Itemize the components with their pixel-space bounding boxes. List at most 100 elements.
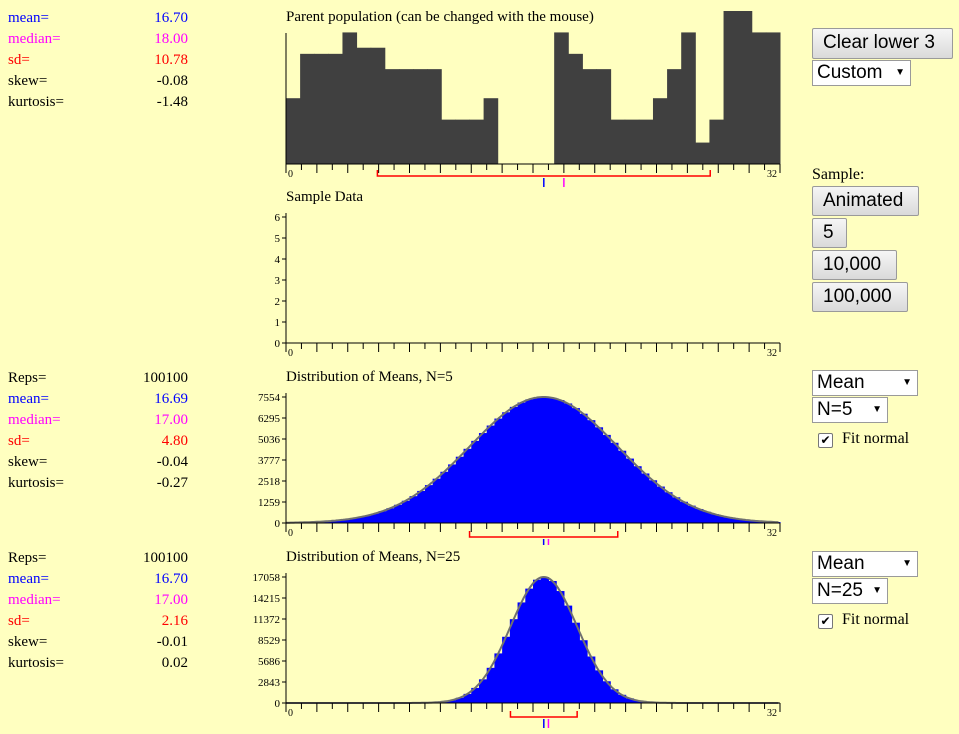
sd-bracket <box>468 531 619 538</box>
dist-bar <box>494 653 503 703</box>
y-tick-label: 4 <box>275 254 281 266</box>
dist-bar <box>610 442 619 523</box>
statistic-select-1[interactable]: Mean ▼ <box>812 370 918 396</box>
dist-bar <box>725 517 735 523</box>
statistic-select-2[interactable]: Mean ▼ <box>812 551 918 577</box>
parent-bar <box>695 142 710 164</box>
stat-label: sd= <box>8 52 30 68</box>
parent-bar <box>427 69 442 164</box>
dist-bar <box>463 448 472 523</box>
distribution-select-value: Custom <box>817 62 883 83</box>
clear-lower-3-button[interactable]: Clear lower 3 <box>812 28 953 59</box>
dist-bar <box>563 403 573 523</box>
dist-bar <box>617 450 627 523</box>
parent-bar <box>328 53 343 165</box>
parent-bar <box>384 69 400 164</box>
stat-row: median= 17.00 <box>8 590 188 611</box>
normal-fit-curve <box>286 396 779 524</box>
y-tick-label: 3 <box>275 275 281 287</box>
dist-bar <box>455 456 465 523</box>
dist-bar <box>594 427 604 523</box>
chevron-down-icon: ▼ <box>902 558 912 569</box>
distribution-select[interactable]: Custom ▼ <box>812 60 911 86</box>
dist-bar <box>494 418 503 523</box>
stat-value: 17.00 <box>154 592 188 608</box>
dist-bar <box>741 519 750 523</box>
sample-size-select-2[interactable]: N=25 ▼ <box>812 578 888 604</box>
parent-bar <box>709 119 725 164</box>
stat-row: sd= 4.80 <box>8 431 188 452</box>
dist-bar <box>571 408 580 523</box>
stat-row: skew= -0.08 <box>8 71 188 92</box>
sample-5-button[interactable]: 5 <box>812 218 847 248</box>
stat-label: mean= <box>8 10 49 26</box>
dist-bar <box>424 485 434 523</box>
parent-bar <box>469 119 485 164</box>
y-tick-label: 2843 <box>258 677 281 689</box>
dist-bar <box>641 473 650 523</box>
checkmark-icon[interactable]: ✔ <box>818 614 833 629</box>
chevron-down-icon: ▼ <box>872 585 882 596</box>
stat-row: kurtosis= 0.02 <box>8 653 188 674</box>
parent-bar <box>554 32 569 164</box>
parent-bar <box>356 47 372 164</box>
parent-bar <box>568 53 583 165</box>
parent-bar <box>455 119 470 164</box>
parent-bar <box>300 53 315 165</box>
x-max-label: 32 <box>767 348 777 359</box>
stat-row: Reps= 100100 <box>8 368 188 389</box>
x-min-label: 0 <box>288 348 293 359</box>
dist5-stats: Reps= 100100 mean= 16.69 median= 17.00 sd= 4.80… <box>8 368 188 494</box>
parent-bar <box>624 119 640 164</box>
sample-100000-button[interactable]: 100,000 <box>812 282 908 312</box>
dist-bar <box>587 420 596 523</box>
fit-normal-checkbox-2[interactable]: ✔ Fit normal <box>818 611 909 629</box>
stat-value: 10.78 <box>154 52 188 68</box>
stat-row: kurtosis= -1.48 <box>8 92 188 113</box>
stat-value: -0.08 <box>156 73 188 89</box>
sample-10000-button[interactable]: 10,000 <box>812 250 897 280</box>
dist25-stats: Reps= 100100 mean= 16.70 median= 17.00 sd= 2.16… <box>8 548 188 674</box>
fit-normal-checkbox-1[interactable]: ✔ Fit normal <box>818 430 909 448</box>
sample-size-select-1[interactable]: N=5 ▼ <box>812 397 888 423</box>
fit-normal-label-1: Fit normal <box>842 430 910 447</box>
checkmark-icon[interactable]: ✔ <box>818 433 833 448</box>
stat-value: 100100 <box>143 550 188 566</box>
stat-value: 17.00 <box>154 412 188 428</box>
animated-button[interactable]: Animated <box>812 186 919 216</box>
stat-value: -0.01 <box>156 634 188 650</box>
stat-value: 4.80 <box>161 433 188 449</box>
y-tick-label: 6295 <box>258 413 281 425</box>
parent-bar <box>765 32 781 164</box>
parent-population-chart[interactable]: 0 32 <box>240 0 800 190</box>
dist-bar <box>602 434 611 523</box>
stat-label: Reps= <box>8 550 47 566</box>
dist-bar <box>533 579 542 703</box>
x-max-label: 32 <box>767 708 777 719</box>
dist-bar <box>625 458 634 523</box>
parent-bar <box>638 119 654 164</box>
y-tick-label: 5686 <box>258 656 281 668</box>
y-tick-label: 0 <box>275 518 281 530</box>
dist-bar <box>455 697 465 703</box>
y-tick-label: 8529 <box>258 635 281 647</box>
dist-bar <box>332 520 341 523</box>
statistic-select-2-value: Mean <box>817 553 865 574</box>
dist-bar <box>718 516 727 523</box>
y-tick-label: 0 <box>275 338 281 350</box>
stat-value: -0.27 <box>156 475 188 491</box>
dist-bar <box>440 471 449 523</box>
y-tick-label: 17058 <box>253 572 281 584</box>
dist25-title: Distribution of Means, N=25 <box>286 549 461 565</box>
x-min-label: 0 <box>288 528 293 539</box>
stat-row: skew= -0.04 <box>8 452 188 473</box>
dist-bar <box>448 464 457 523</box>
parent-bar <box>723 11 739 164</box>
dist-bar <box>648 480 658 523</box>
stat-row: mean= 16.70 <box>8 8 188 29</box>
dist25-chart: 0 2843 5686 8529 11372 14215 17058 0 32 <box>253 572 781 728</box>
parent-bar <box>582 69 598 164</box>
dist-bar <box>749 520 758 523</box>
dist-bar <box>563 605 573 703</box>
stat-label: kurtosis= <box>8 475 64 491</box>
